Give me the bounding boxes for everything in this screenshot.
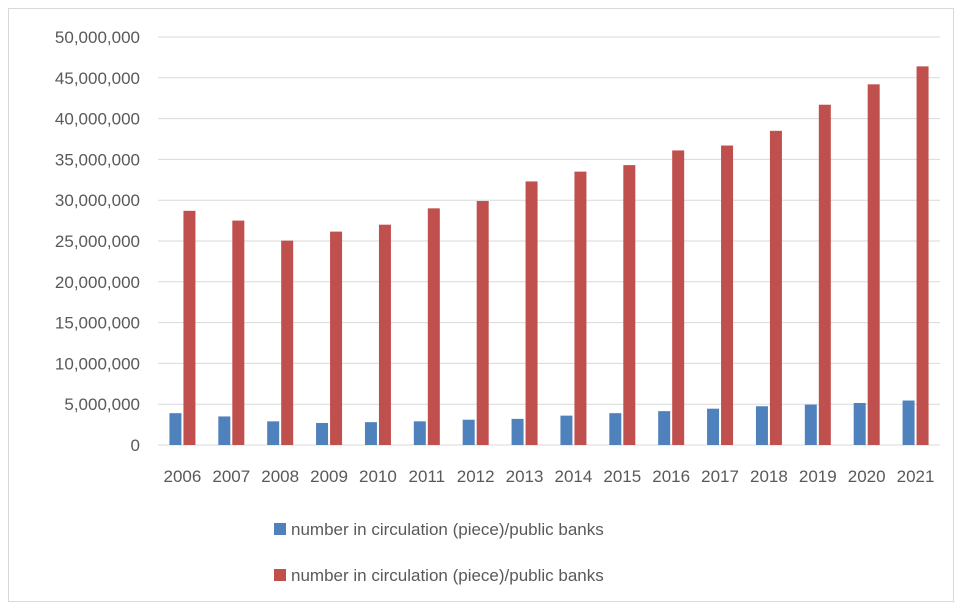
x-tick-label: 2020 <box>848 467 886 486</box>
y-tick-label: 40,000,000 <box>55 110 140 129</box>
bar-blue-2009 <box>316 422 329 445</box>
y-axis-tick-labels: 0 5,000,000 10,000,000 15,000,000 20,000,000… <box>55 28 140 455</box>
legend-swatch-blue <box>274 523 286 535</box>
legend-swatch-red <box>274 569 286 581</box>
bar-blue-2010 <box>364 422 377 445</box>
bar-red-2021 <box>916 66 929 445</box>
x-tick-label: 2008 <box>261 467 299 486</box>
bar-blue-2012 <box>462 419 475 445</box>
x-tick-label: 2007 <box>212 467 250 486</box>
x-tick-label: 2018 <box>750 467 788 486</box>
bar-red-2010 <box>378 224 391 445</box>
y-tick-label: 30,000,000 <box>55 191 140 210</box>
y-tick-label: 5,000,000 <box>64 395 140 414</box>
bar-blue-2007 <box>218 416 231 445</box>
bars <box>169 66 929 445</box>
bar-red-2014 <box>574 171 587 445</box>
legend-label: number in circulation (piece)/public ban… <box>291 566 604 585</box>
x-axis-tick-labels: 2006 2007 2008 2009 2010 2011 2012 2013 2014 2015… <box>164 467 935 486</box>
x-tick-label: 2009 <box>310 467 348 486</box>
bar-red-2017 <box>721 145 734 445</box>
bar-red-2013 <box>525 181 538 445</box>
bar-blue-2013 <box>511 418 524 445</box>
y-tick-label: 15,000,000 <box>55 314 140 333</box>
bar-red-2020 <box>867 84 880 445</box>
bar-blue-2015 <box>609 413 622 445</box>
x-tick-label: 2014 <box>555 467 593 486</box>
bar-red-2009 <box>330 231 343 445</box>
legend: number in circulation (piece)/public ban… <box>274 520 604 585</box>
bar-red-2019 <box>818 104 831 445</box>
x-tick-label: 2012 <box>457 467 495 486</box>
y-tick-label: 35,000,000 <box>55 150 140 169</box>
bar-blue-2020 <box>853 402 866 445</box>
bar-blue-2018 <box>755 406 768 445</box>
bar-red-2018 <box>769 130 782 445</box>
x-tick-label: 2019 <box>799 467 837 486</box>
x-tick-label: 2015 <box>603 467 641 486</box>
bar-red-2011 <box>427 208 440 445</box>
x-tick-label: 2010 <box>359 467 397 486</box>
bar-blue-2011 <box>413 421 426 445</box>
bar-blue-2019 <box>804 404 817 445</box>
x-tick-label: 2016 <box>652 467 690 486</box>
y-tick-label: 50,000,000 <box>55 28 140 47</box>
bar-red-2012 <box>476 201 489 445</box>
y-tick-label: 20,000,000 <box>55 273 140 292</box>
bar-blue-2008 <box>267 421 280 445</box>
x-tick-label: 2011 <box>409 467 446 486</box>
y-tick-label: 10,000,000 <box>55 354 140 373</box>
y-tick-label: 0 <box>131 436 140 455</box>
bar-blue-2014 <box>560 415 573 445</box>
x-tick-label: 2006 <box>164 467 202 486</box>
bar-blue-2016 <box>658 411 671 445</box>
bar-red-2016 <box>672 150 685 445</box>
y-tick-label: 45,000,000 <box>55 69 140 88</box>
bar-blue-2021 <box>902 400 915 445</box>
x-tick-label: 2013 <box>506 467 544 486</box>
bar-red-2015 <box>623 165 636 445</box>
bar-red-2006 <box>183 210 196 445</box>
bar-red-2008 <box>281 240 294 445</box>
bar-blue-2006 <box>169 413 182 445</box>
x-tick-label: 2021 <box>897 467 935 486</box>
legend-label: number in circulation (piece)/public ban… <box>291 520 604 539</box>
bar-red-2007 <box>232 220 245 445</box>
y-tick-label: 25,000,000 <box>55 232 140 251</box>
bar-blue-2017 <box>707 408 720 445</box>
x-tick-label: 2017 <box>701 467 739 486</box>
